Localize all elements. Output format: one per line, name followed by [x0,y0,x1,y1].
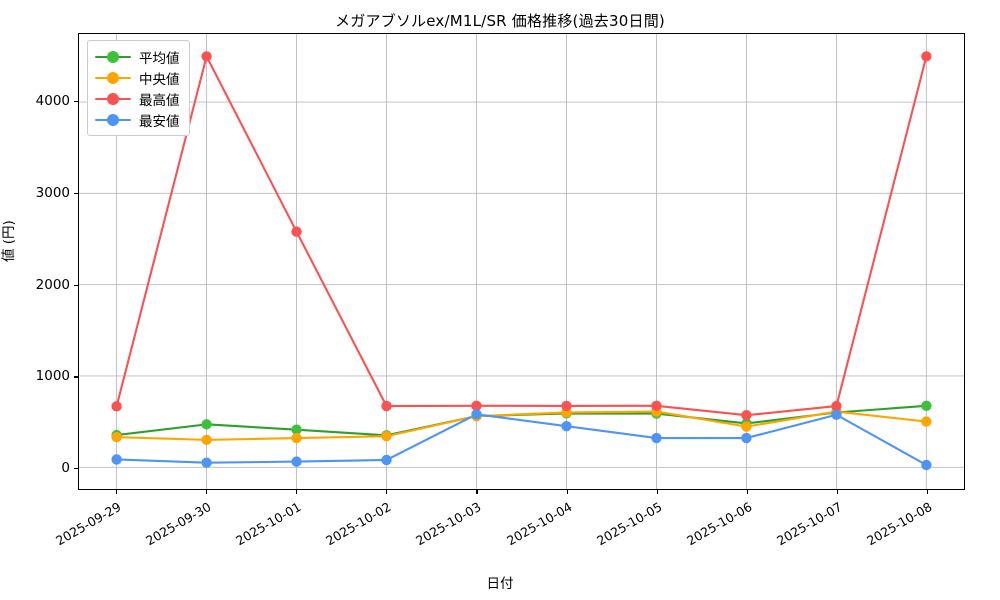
y-tick-label: 3000 [35,185,70,202]
data-point [111,401,122,412]
legend-item: 最高値 [95,88,180,109]
legend-label: 平均値 [139,50,180,67]
legend-item: 平均値 [95,46,180,67]
data-point [471,409,482,420]
legend-swatch [95,113,131,127]
x-tick-label: 2025-10-04 [503,499,575,549]
data-point [651,432,662,444]
data-point [201,51,212,62]
y-tick-mark [74,468,78,470]
data-point [291,226,302,237]
legend-marker-dot [107,50,119,63]
x-tick-mark [837,490,839,494]
y-tick-mark [74,376,78,378]
y-tick-label: 1000 [35,368,70,385]
data-point [471,400,482,411]
data-point [291,456,302,467]
legend-label: 最高値 [139,92,180,109]
data-point [201,434,212,446]
data-point [201,419,212,430]
x-tick-mark [205,490,207,494]
x-tick-mark [386,490,388,494]
data-point [921,51,932,62]
x-tick-label: 2025-10-02 [323,499,394,549]
legend-marker-dot [107,92,119,105]
plot-area [78,33,965,490]
series-line [115,410,928,441]
data-point [561,421,572,432]
x-tick-mark [746,490,749,494]
y-tick-label: 4000 [35,93,70,110]
x-tick-label: 2025-10-08 [864,499,935,549]
data-point [111,454,122,465]
data-point [741,421,752,432]
x-tick-label: 2025-10-07 [774,499,845,549]
legend-swatch [95,92,131,106]
y-tick-label: 2000 [35,276,70,293]
data-series-layer [111,51,932,471]
data-point [561,400,572,412]
data-point [921,416,932,427]
data-point [201,457,212,468]
x-tick-mark [927,490,929,494]
x-tick-label: 2025-10-01 [233,499,304,549]
x-tick-label: 2025-10-05 [593,499,665,549]
x-tick-mark [476,490,478,494]
y-tick-mark [74,284,78,286]
data-point [651,400,662,411]
legend-item: 最安値 [95,109,180,130]
y-tick-mark [74,101,78,103]
chart-title: メガアブソルex/M1L/SR 価格推移(過去30日間) [335,12,665,30]
x-tick-label: 2025-09-30 [142,499,214,549]
legend-marker-dot [107,71,119,84]
data-point [741,410,752,421]
y-tick-mark [74,193,78,195]
data-point [291,432,302,444]
x-tick-label: 2025-10-03 [413,499,484,549]
x-tick-mark [656,490,658,494]
data-point [291,424,302,435]
data-point [741,432,752,444]
x-tick-mark [296,490,298,494]
legend-label: 最安値 [139,113,180,130]
legend-marker-dot [107,113,119,126]
x-axis-label: 日付 [486,576,514,592]
x-tick-mark [566,490,568,494]
x-tick-label: 2025-09-29 [52,499,124,549]
legend-label: 中央値 [139,71,180,88]
data-point [381,454,392,466]
chart-legend: 平均値中央値最高値最安値 [87,40,190,136]
legend-swatch [95,50,131,64]
x-tick-label: 2025-10-06 [684,499,755,549]
data-point [111,431,122,443]
data-point [921,459,932,471]
series-line [115,55,928,417]
data-point [831,409,842,420]
legend-item: 中央値 [95,67,180,88]
data-point [921,400,932,411]
data-point [381,431,392,442]
legend-swatch [95,71,131,85]
series-line [115,413,928,467]
x-tick-mark [115,490,117,494]
y-axis-label: 値 (円) [1,220,17,262]
data-point [831,400,842,412]
data-point [381,400,392,412]
y-tick-label: 0 [61,460,70,477]
